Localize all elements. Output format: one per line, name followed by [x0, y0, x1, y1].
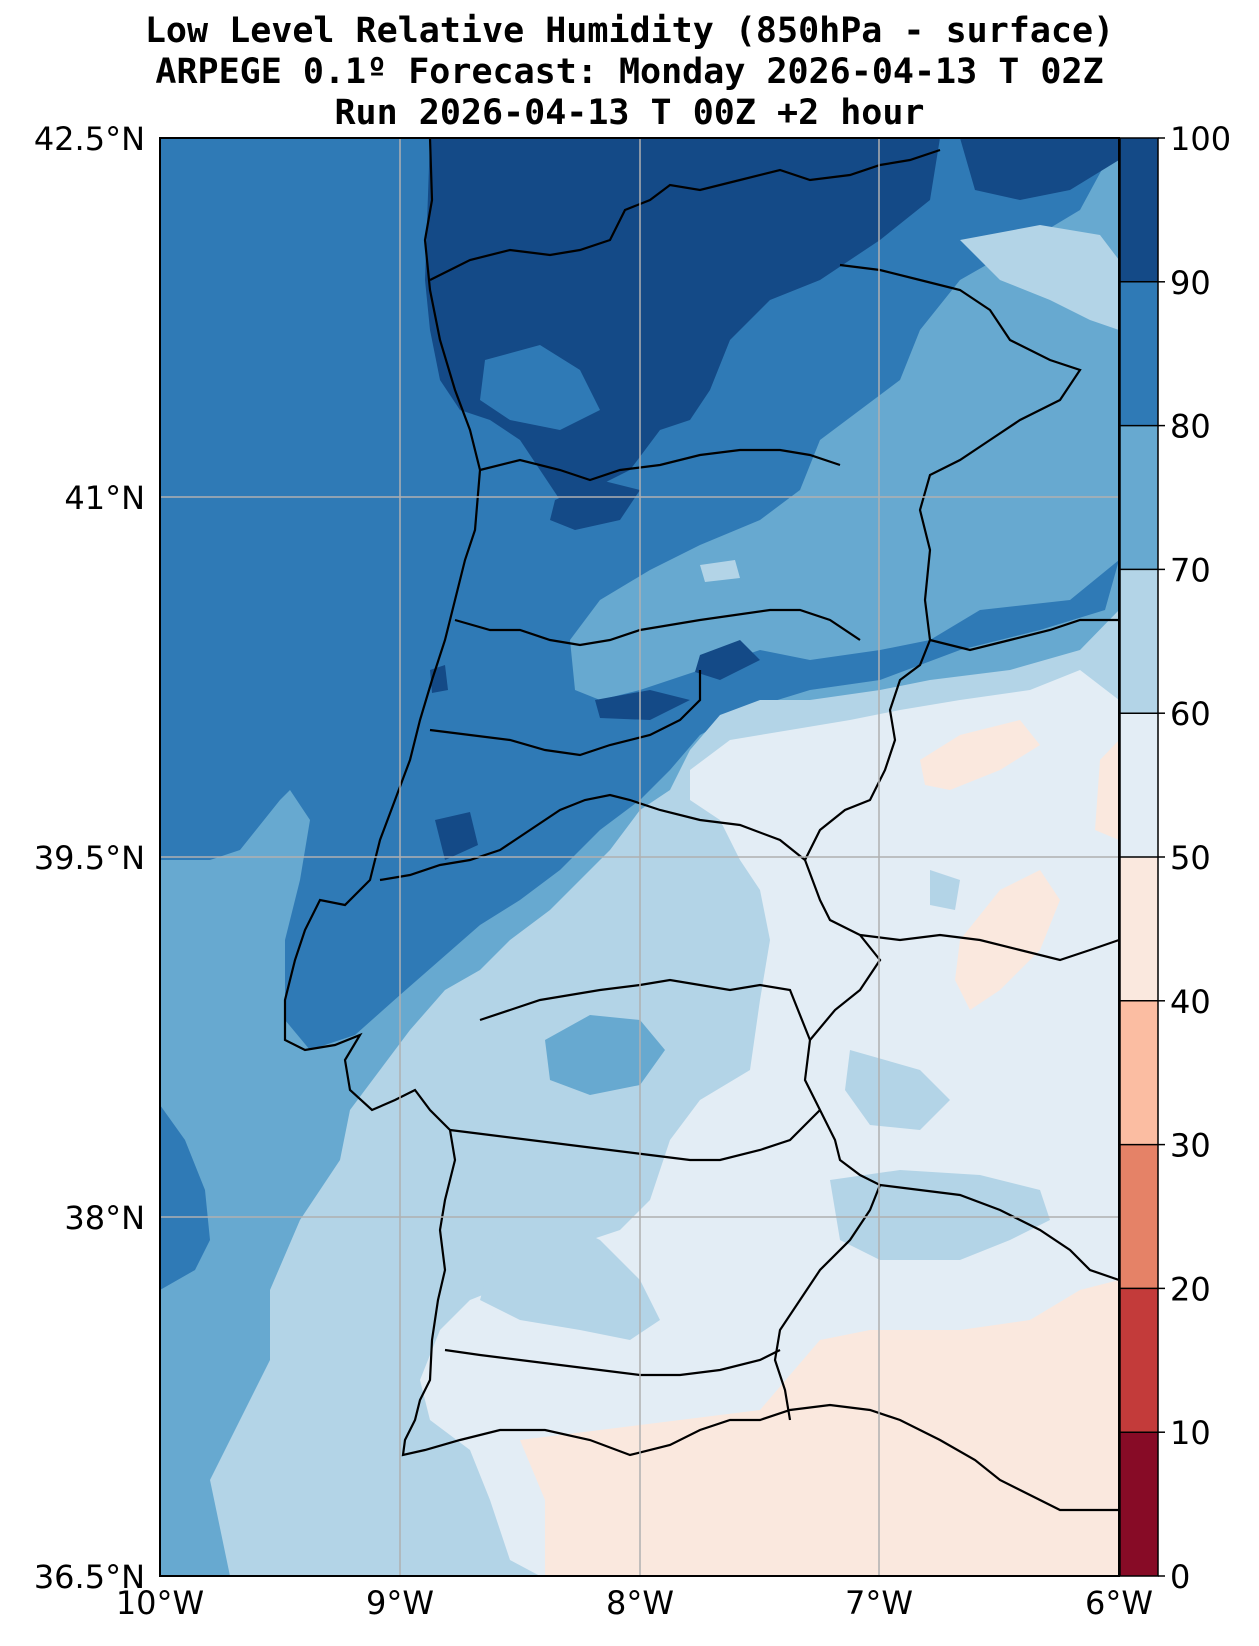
- field-90-100-northeast: [960, 138, 1119, 200]
- border-inner-6: [449, 1109, 821, 1162]
- border-spain-north: [429, 148, 941, 281]
- lon-label-8w: 8°W: [606, 1584, 674, 1622]
- field-80-90-southwest: [160, 1105, 210, 1290]
- colorbar-band-10-20: [1120, 1288, 1158, 1433]
- title-line-1: Low Level Relative Humidity (850hPa - su…: [144, 11, 1115, 51]
- colorbar-label-0: 0: [1170, 1558, 1190, 1596]
- field-60-70-south: [480, 1200, 660, 1340]
- colorbar-band-50-60: [1120, 713, 1158, 857]
- border-spain-south: [879, 1183, 1119, 1282]
- colorbar-band-70-80: [1120, 425, 1158, 570]
- border-inner-4: [379, 793, 806, 882]
- lon-label-7w: 7°W: [845, 1584, 913, 1622]
- colorbar-label-50: 50: [1170, 839, 1211, 877]
- colorbar-band-90-100: [1120, 138, 1158, 282]
- border-inner-7: [444, 1348, 781, 1377]
- colorbar: 0 10 20 30 40 50 60 70 80 90 100: [1119, 120, 1231, 1596]
- colorbar-label-70: 70: [1170, 551, 1211, 589]
- field-40-50-east-3: [1095, 740, 1119, 840]
- coastlines-and-borders: [283, 138, 1119, 1512]
- field-70-80-northeast: [570, 138, 1119, 700]
- colorbar-band-30-40: [1120, 1000, 1158, 1145]
- field-60-70-patch-4: [930, 870, 960, 910]
- border-spain-central: [859, 933, 1119, 962]
- colorbar-frame: [1119, 137, 1159, 1577]
- lon-label-9w: 9°W: [366, 1584, 434, 1622]
- colorbar-band-80-90: [1120, 281, 1158, 426]
- border-east: [773, 263, 1082, 1421]
- border-inner-3: [429, 670, 702, 757]
- colorbar-band-60-70: [1120, 569, 1158, 714]
- field-70-80-patch-1: [545, 1015, 665, 1095]
- border-inner-5: [479, 978, 812, 1041]
- colorbar-label-60: 60: [1170, 695, 1211, 733]
- title-line-2: ARPEGE 0.1º Forecast: Monday 2026-04-13 …: [155, 52, 1104, 92]
- field-80-90-inner: [480, 345, 600, 430]
- lon-label-6w: 6°W: [1085, 1584, 1153, 1622]
- lat-label-39-5: 39.5°N: [34, 839, 145, 877]
- field-60-70-patch: [700, 560, 740, 582]
- title-line-3: Run 2026-04-13 T 00Z +2 hour: [334, 93, 925, 133]
- colorbar-label-40: 40: [1170, 983, 1211, 1021]
- colorbar-band-0-10: [1120, 1432, 1158, 1576]
- lat-tick-labels: 42.5°N 41°N 39.5°N 38°N 36.5°N: [34, 120, 145, 1596]
- border-inner-2: [454, 608, 861, 647]
- map-frame: [159, 137, 1120, 1577]
- field-60-70-northeast: [960, 225, 1119, 330]
- lat-label-36-5: 36.5°N: [34, 1558, 145, 1596]
- colorbar-band-40-50: [1120, 857, 1158, 1001]
- field-60-70-patch-3: [830, 1170, 1050, 1260]
- border-inner-1: [479, 448, 841, 482]
- lon-tick-labels: 10°W 9°W 8°W 7°W 6°W: [116, 1584, 1153, 1622]
- lat-label-38: 38°N: [64, 1199, 145, 1237]
- field-40-50-east-2: [920, 720, 1040, 790]
- lat-label-41: 41°N: [64, 479, 145, 517]
- lon-label-10w: 10°W: [116, 1584, 204, 1622]
- field-40-50-south: [520, 1280, 1119, 1576]
- field-90-100-patch-1: [550, 480, 640, 530]
- colorbar-label-10: 10: [1170, 1414, 1211, 1452]
- colorbar-label-100: 100: [1170, 120, 1231, 158]
- field-90-100-patch-3: [595, 690, 690, 720]
- field-40-50-east-1: [955, 870, 1060, 1010]
- lat-label-42-5: 42.5°N: [34, 120, 145, 158]
- colorbar-label-80: 80: [1170, 408, 1211, 446]
- colorbar-band-20-30: [1120, 1144, 1158, 1289]
- border-spain-mid: [929, 618, 1119, 652]
- colorbar-label-30: 30: [1170, 1127, 1211, 1165]
- colorbar-label-90: 90: [1170, 264, 1211, 302]
- field-90-100-patch-4: [435, 812, 478, 860]
- field-60-70-patch-2: [845, 1050, 950, 1130]
- field-90-100-patch-2: [695, 640, 760, 680]
- colorbar-label-20: 20: [1170, 1270, 1211, 1308]
